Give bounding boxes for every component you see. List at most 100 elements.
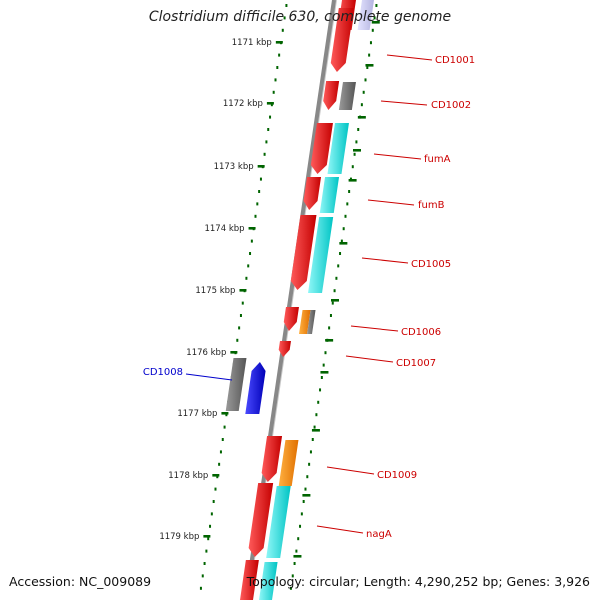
track-dot	[357, 128, 360, 131]
gene-label-leader	[367, 199, 415, 206]
track-dot	[302, 500, 305, 503]
track-dot	[306, 475, 309, 479]
track-dot	[315, 413, 318, 417]
track-dot	[281, 28, 284, 32]
scale-tick	[221, 412, 229, 415]
feature-gray	[307, 310, 316, 334]
gene-label: CD1002	[431, 100, 471, 111]
track-dot	[223, 425, 226, 429]
track-tick	[353, 149, 361, 152]
accession-text: Accession: NC_009089	[9, 574, 152, 589]
track-dot	[278, 53, 281, 57]
track-dot	[254, 214, 257, 218]
track-dot	[304, 487, 307, 491]
track-dot	[329, 314, 332, 317]
track-dot	[311, 438, 314, 441]
track-dot	[308, 462, 311, 466]
track-dot	[364, 78, 367, 82]
track-dot	[267, 128, 270, 131]
track-dot	[289, 586, 292, 590]
track-tick	[339, 242, 348, 245]
track-dot	[333, 289, 336, 293]
track-tick	[365, 64, 374, 67]
cds-cd1001	[330, 8, 354, 72]
summary-text: Topology: circular; Length: 4,290,252 bp…	[246, 574, 590, 589]
track-dot	[272, 90, 275, 94]
cds-cd1005	[290, 215, 317, 290]
scale-tick-label: 1172 kbp	[223, 99, 263, 109]
gene-label-leader	[345, 355, 394, 363]
track-tick	[331, 299, 339, 302]
track-dot	[297, 537, 300, 541]
feature-orange	[299, 310, 311, 334]
track-dot	[313, 425, 316, 429]
gene-label-leader	[316, 525, 364, 534]
track-dot	[212, 500, 215, 503]
track-dot	[207, 537, 210, 541]
gene-label: fumB	[418, 200, 445, 211]
track-dot	[351, 165, 354, 169]
gene-label-leader	[326, 466, 375, 475]
cds-fumb	[303, 177, 322, 210]
track-dot	[201, 574, 204, 578]
track-dot	[293, 562, 296, 565]
scale-tick	[257, 165, 265, 168]
scale-tick-label: 1175 kbp	[195, 286, 235, 296]
track-dot	[199, 586, 202, 590]
track-dot	[339, 252, 342, 255]
track-dot	[238, 326, 241, 330]
gene-label-leader	[185, 373, 233, 381]
track-dot	[245, 276, 248, 280]
gene-label: CD1008	[143, 367, 183, 378]
gene-label: CD1001	[435, 55, 475, 66]
track-dot	[270, 103, 273, 107]
scale-tick	[203, 535, 211, 538]
track-tick	[320, 371, 329, 374]
feature-cyan	[266, 486, 291, 558]
track-dot	[205, 549, 208, 553]
track-dot	[263, 152, 266, 156]
cds-cd1007	[278, 341, 291, 357]
track-tick	[311, 429, 320, 432]
gene-label: CD1009	[377, 470, 417, 481]
gene-label: CD1007	[396, 358, 436, 369]
scale-tick-label: 1173 kbp	[214, 162, 254, 172]
cds-fuma	[310, 123, 333, 174]
track-dot	[369, 41, 372, 45]
feature-cyan	[327, 123, 349, 174]
track-dot	[342, 227, 345, 231]
cds-faded	[357, 0, 374, 30]
cds-naga	[248, 483, 274, 557]
track-dot	[375, 4, 378, 7]
scale-tick	[248, 227, 256, 230]
track-dot	[353, 152, 356, 156]
track-dot	[258, 190, 261, 193]
scale-tick-label: 1178 kbp	[168, 471, 208, 481]
track-dot	[209, 524, 212, 528]
track-dot	[346, 202, 349, 206]
track-dot	[373, 16, 376, 20]
track-tick	[357, 116, 366, 119]
track-dot	[324, 351, 327, 355]
scale-tick-label: 1177 kbp	[177, 409, 217, 419]
track-dot	[225, 413, 228, 417]
track-tick	[325, 339, 334, 342]
scale-tick-label: 1171 kbp	[232, 38, 272, 48]
scale-tick	[230, 351, 238, 354]
track-dot	[218, 462, 221, 466]
track-dot	[362, 90, 365, 94]
gene-label: CD1005	[411, 259, 451, 270]
track-dot	[371, 28, 374, 32]
track-dot	[221, 438, 224, 441]
track-dot	[337, 264, 340, 268]
map-title: Clostridium difficile 630, complete geno…	[148, 9, 452, 25]
track-dot	[239, 314, 242, 317]
track-dot	[241, 301, 244, 305]
left-dotted-track	[199, 4, 288, 590]
feature-cyan	[259, 562, 278, 600]
track-dot	[269, 115, 272, 119]
scale-tick	[212, 474, 220, 477]
cds-gray	[225, 358, 247, 411]
